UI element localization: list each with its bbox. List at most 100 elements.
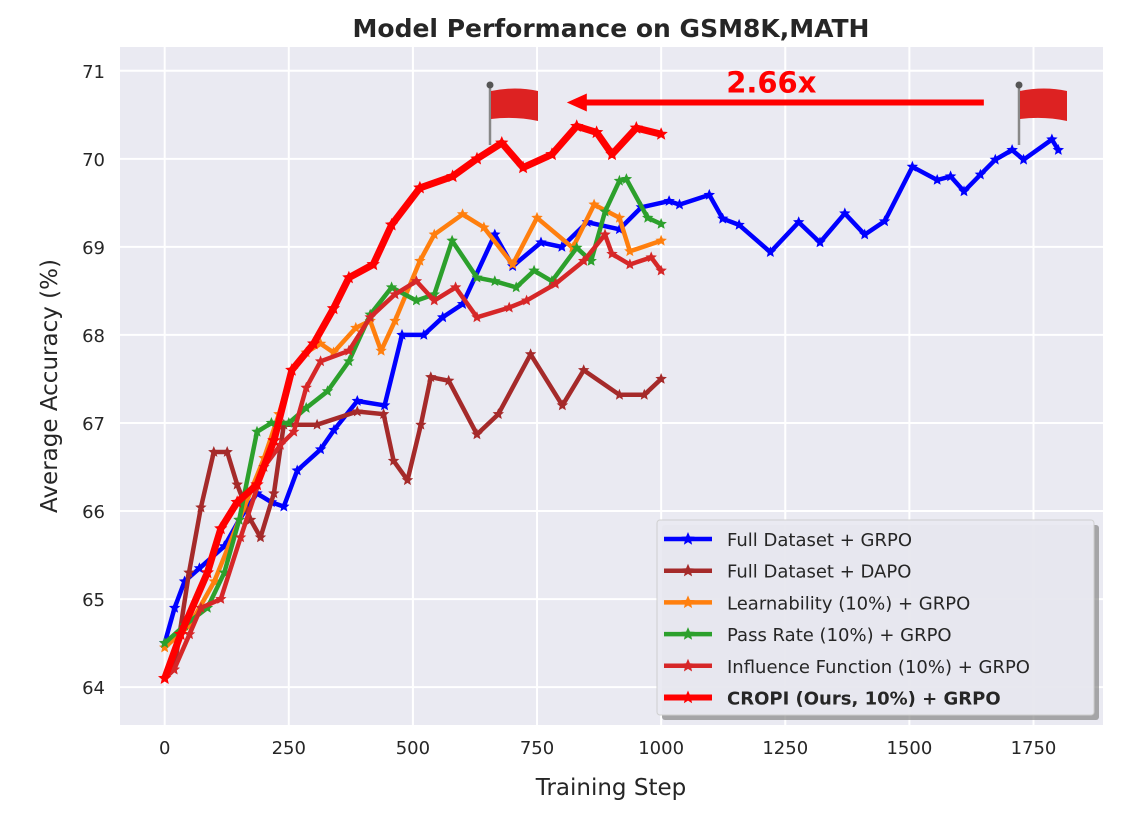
data-point-marker [437, 311, 449, 323]
legend-item: Pass Rate (10%) + GRPO [664, 625, 952, 646]
data-point-marker [351, 405, 363, 417]
data-point-marker [613, 174, 626, 186]
data-point-marker [571, 241, 583, 253]
data-point-marker [556, 399, 569, 411]
legend-label: Full Dataset + DAPO [727, 562, 911, 583]
data-point-marker [396, 328, 408, 340]
data-point-marker [389, 288, 401, 300]
legend-item: Full Dataset + DAPO [664, 562, 911, 583]
red-flag-icon [486, 81, 538, 145]
x-tick-label: 0 [159, 738, 170, 759]
data-point-marker [620, 173, 633, 184]
data-point-marker [471, 428, 483, 440]
series-cropi-ours-10-grpo [158, 119, 668, 684]
data-point-marker [168, 601, 181, 613]
data-point-marker [989, 153, 1001, 165]
data-point-marker [528, 264, 540, 276]
data-point-marker [234, 531, 247, 543]
data-point-marker [944, 170, 957, 182]
data-point-marker [321, 385, 334, 397]
data-point-marker [410, 275, 423, 287]
data-point-marker [642, 211, 654, 223]
data-point-marker [613, 211, 626, 223]
legend-marker [681, 595, 695, 609]
data-point-marker [489, 228, 501, 240]
data-point-marker [655, 264, 667, 276]
legend-marker [681, 690, 695, 704]
data-point-marker [278, 500, 290, 512]
data-point-marker [314, 337, 327, 349]
y-tick-label: 68 [82, 326, 105, 347]
data-point-marker [283, 417, 295, 428]
data-point-marker [350, 321, 362, 333]
series-line [163, 176, 663, 645]
series-lines [158, 119, 1064, 684]
data-point-marker [342, 270, 356, 284]
x-tick-label: 1250 [762, 738, 808, 759]
data-point-marker [307, 336, 321, 350]
legend-item: CROPI (Ours, 10%) + GRPO [664, 689, 1001, 710]
data-point-marker [218, 566, 230, 578]
data-point-marker [495, 136, 509, 149]
data-point-marker [449, 281, 462, 293]
data-point-marker [327, 346, 340, 358]
data-point-marker [1017, 153, 1030, 165]
data-point-marker [478, 221, 490, 233]
data-point-marker [733, 218, 745, 230]
speedup-arrow-head [566, 93, 587, 112]
y-tick-label: 67 [82, 414, 105, 435]
data-point-marker [285, 363, 299, 376]
legend-label: CROPI (Ours, 10%) + GRPO [727, 689, 1001, 710]
data-point-marker [839, 207, 851, 219]
data-point-marker [516, 160, 530, 174]
data-point-marker [814, 236, 826, 248]
y-tick-labels: 64 65 66 67 68 69 70 71 [82, 62, 105, 699]
data-point-marker [578, 364, 590, 375]
data-point-marker [764, 246, 777, 257]
data-point-marker [906, 160, 919, 172]
x-tick-label: 750 [520, 738, 554, 759]
data-point-marker [231, 478, 243, 490]
data-point-marker [230, 495, 244, 508]
data-point-marker [414, 255, 426, 266]
data-point-marker [268, 487, 280, 499]
data-point-marker [443, 374, 455, 386]
data-point-marker [233, 513, 245, 525]
data-point-marker [471, 271, 483, 283]
data-point-marker [375, 344, 387, 356]
data-point-marker [251, 425, 263, 437]
x-axis-label: Training Step [535, 775, 686, 801]
legend-label: Pass Rate (10%) + GRPO [727, 625, 952, 646]
data-point-marker [717, 212, 729, 224]
data-point-marker [413, 180, 427, 194]
data-point-marker [606, 247, 618, 259]
data-point-marker [531, 211, 543, 223]
red-flag-icon [1015, 81, 1067, 145]
data-point-marker [200, 565, 214, 579]
legend-marker [681, 532, 695, 545]
data-point-marker [218, 540, 230, 552]
data-point-marker [314, 355, 327, 367]
data-point-marker [588, 198, 600, 210]
legend-label: Full Dataset + GRPO [727, 530, 912, 551]
data-point-marker [629, 121, 643, 134]
data-point-marker [351, 395, 363, 406]
data-point-marker [624, 245, 636, 257]
y-tick-label: 70 [82, 150, 105, 171]
data-point-marker [535, 236, 547, 248]
data-point-marker [456, 208, 469, 220]
data-point-marker [364, 311, 376, 323]
data-point-marker [958, 185, 970, 197]
data-point-marker [663, 195, 675, 206]
data-point-marker [173, 627, 188, 640]
data-point-marker [638, 388, 650, 400]
data-point-marker [446, 169, 460, 183]
data-point-marker [158, 671, 172, 684]
data-point-marker [655, 234, 667, 246]
data-point-marker [328, 424, 340, 435]
data-point-marker [291, 464, 303, 476]
data-point-marker [378, 399, 391, 411]
data-point-marker [654, 127, 668, 140]
x-tick-labels: 0 250 500 750 1000 1250 1500 1750 [159, 738, 1056, 759]
